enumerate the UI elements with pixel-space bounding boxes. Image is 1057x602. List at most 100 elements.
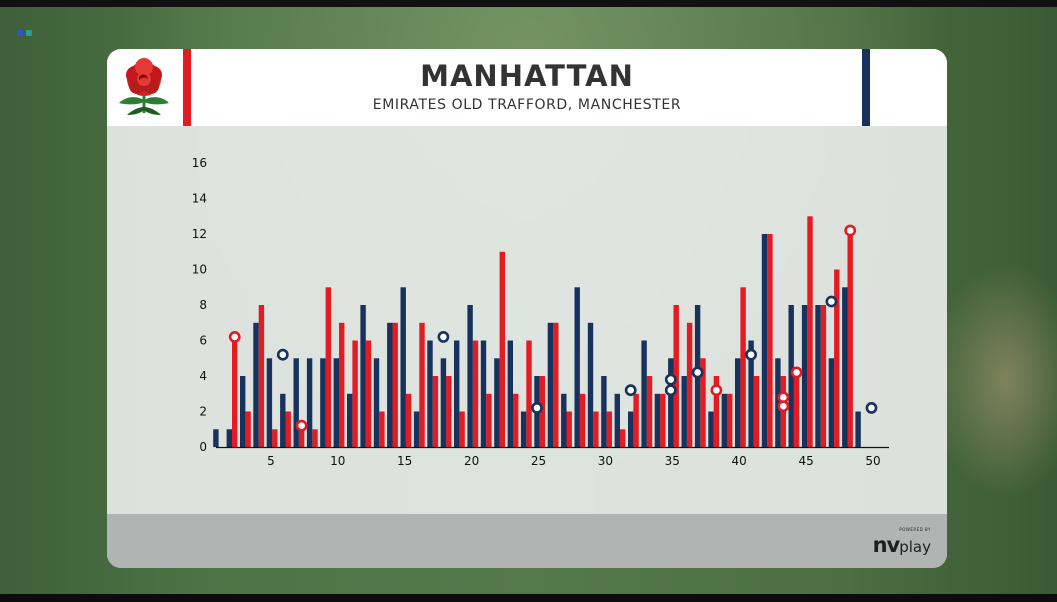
bar-series1-over-31 [620, 429, 626, 448]
wicket-marker-series1-1 [295, 419, 308, 432]
bar-series2-over-3 [240, 376, 246, 447]
bar-series2-over-14 [387, 322, 393, 448]
wicket-marker-series2-1 [437, 330, 450, 343]
bar-series1-over-29 [593, 411, 599, 447]
card-header: MANHATTAN EMIRATES OLD TRAFFORD, MANCHES… [107, 49, 947, 126]
bar-series2-over-5 [266, 358, 273, 448]
bar-series2-over-44 [788, 305, 794, 447]
x-tick-label: 50 [865, 454, 880, 468]
bar-series2-over-48 [842, 287, 848, 448]
top-letterbox [0, 0, 1057, 7]
wicket-marker-series2-8 [825, 295, 838, 308]
bar-series2-over-40 [735, 358, 741, 448]
x-tick-label: 10 [330, 454, 345, 468]
bar-series2-over-7 [293, 358, 299, 448]
bar-series2-over-26 [547, 322, 554, 448]
bar-series1-over-8 [312, 429, 318, 448]
bar-series2-over-13 [373, 358, 380, 448]
bar-series1-over-38 [713, 376, 720, 447]
y-tick-label: 4 [199, 369, 207, 383]
wicket-marker-series1-0 [228, 330, 241, 343]
y-tick-label: 0 [199, 440, 207, 454]
bar-series2-over-33 [641, 340, 647, 447]
bar-series1-over-17 [432, 376, 439, 447]
bar-series2-over-15 [400, 287, 406, 448]
x-tick-label: 30 [598, 454, 613, 468]
bar-series2-over-29 [587, 322, 594, 448]
bar-series1-over-26 [553, 322, 559, 448]
bar-series2-over-28 [574, 287, 580, 448]
bar-series2-over-12 [360, 305, 366, 447]
pitch-area [930, 260, 1057, 500]
bar-series2-over-17 [427, 340, 433, 447]
bar-series1-over-40 [740, 287, 746, 448]
bar-series2-over-38 [708, 411, 714, 447]
venue-subtitle: EMIRATES OLD TRAFFORD, MANCHESTER [372, 97, 682, 113]
wicket-marker-series2-9 [865, 401, 878, 414]
bar-series1-over-41 [753, 376, 760, 447]
bar-series2-over-10 [333, 358, 339, 448]
bar-series2-over-39 [721, 393, 727, 448]
bar-series1-over-5 [272, 429, 278, 448]
bar-series2-over-20 [467, 305, 473, 447]
bar-series2-over-22 [494, 358, 500, 448]
bar-series2-over-24 [520, 411, 527, 447]
bar-series1-over-48 [847, 234, 853, 447]
bar-series1-over-7 [298, 429, 305, 448]
y-tick-label: 6 [199, 334, 207, 348]
bar-series2-over-34 [654, 393, 661, 448]
bar-series1-over-18 [446, 376, 452, 447]
bar-series1-over-28 [579, 393, 586, 448]
x-tick-label: 35 [665, 454, 680, 468]
y-tick-label: 10 [192, 263, 207, 277]
bar-series1-over-46 [820, 305, 827, 447]
chart-title: MANHATTAN [420, 59, 634, 93]
bar-series1-over-10 [339, 322, 345, 448]
bar-series2-over-23 [507, 340, 513, 447]
x-tick-label: 5 [267, 454, 275, 468]
lancashire-rose-icon [119, 58, 169, 115]
bar-series1-over-35 [673, 305, 679, 447]
x-tick-label: 40 [732, 454, 747, 468]
bar-series2-over-36 [681, 376, 687, 447]
bar-series1-over-42 [767, 234, 773, 447]
broadcast-indicator-icon [17, 21, 37, 36]
bar-series1-over-11 [352, 340, 358, 447]
bar-series1-over-19 [459, 411, 465, 447]
bar-series1-over-27 [566, 411, 572, 447]
bar-series1-over-30 [606, 411, 612, 447]
bar-series1-over-45 [807, 216, 813, 448]
bar-series2-over-11 [347, 393, 353, 448]
wicket-marker-series2-4 [664, 373, 677, 386]
manhattan-chart: 0 2 4 6 8 10 12 14 16 5 10 15 20 25 30 35 40 45 50 [192, 156, 889, 468]
wicket-marker-series1-4 [777, 400, 790, 413]
powered-by-label: POWERED BY [899, 527, 931, 532]
bar-series1-over-32 [633, 393, 639, 448]
bar-series2-over-31 [614, 393, 620, 448]
bar-series2-over-45 [801, 305, 808, 447]
wicket-marker-series1-6 [844, 224, 857, 237]
x-tick-label: 45 [798, 454, 813, 468]
bar-series1-over-39 [727, 393, 733, 448]
bar-series2-over-41 [748, 340, 754, 447]
y-tick-label: 14 [192, 192, 207, 206]
bar-series1-over-47 [834, 269, 840, 447]
bar-series1-over-23 [513, 393, 519, 448]
wicket-marker-series1-5 [790, 366, 803, 379]
bar-series1-over-24 [526, 340, 532, 447]
bar-series2-over-47 [828, 358, 835, 448]
bar-series1-over-12 [365, 340, 372, 447]
bar-series1-over-3 [245, 411, 251, 447]
y-tick-label: 16 [192, 156, 207, 170]
bar-series1-over-34 [660, 393, 666, 448]
bar-series2-over-6 [280, 393, 286, 448]
logo-play-text: play [899, 538, 931, 556]
card-footer: POWERED BY nvplay [107, 514, 947, 568]
bar-series1-over-16 [419, 322, 425, 448]
bar-series2-over-49 [855, 411, 861, 447]
bar-series1-over-44 [793, 376, 800, 447]
y-tick-label: 12 [192, 227, 207, 241]
bar-series1-over-4 [258, 305, 265, 447]
bar-series2-over-21 [480, 340, 487, 447]
bar-series2-over-42 [761, 234, 768, 447]
